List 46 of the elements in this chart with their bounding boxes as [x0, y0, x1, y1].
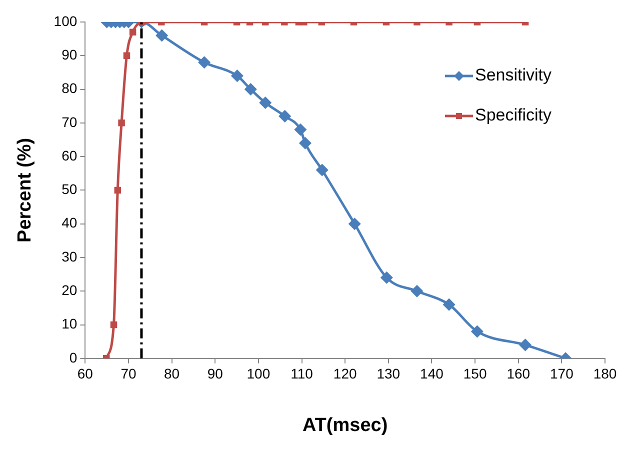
legend-label: Sensitivity	[475, 66, 552, 85]
x-tick-label: 180	[593, 366, 617, 382]
x-tick-label: 90	[207, 366, 224, 382]
x-tick-label: 170	[550, 366, 574, 382]
point	[114, 186, 122, 194]
point	[443, 298, 455, 310]
y-tick-label: 100	[54, 12, 78, 29]
point	[231, 70, 243, 82]
point	[118, 120, 125, 126]
x-tick-label: 160	[506, 366, 530, 382]
point	[279, 110, 291, 122]
y-tick-label: 10	[62, 316, 78, 332]
point	[520, 339, 532, 351]
x-axis-title: AT(msec)	[302, 414, 388, 436]
point	[110, 321, 118, 328]
point	[260, 96, 272, 108]
point	[380, 272, 392, 284]
y-tick-label: 90	[62, 46, 78, 62]
y-tick-label: 0	[69, 349, 78, 366]
point	[316, 164, 328, 176]
point	[471, 326, 483, 338]
y-tick-label: 30	[62, 248, 78, 264]
point	[294, 124, 306, 136]
y-tick-label: 50	[62, 181, 78, 198]
y-axis-title: Percent (%)	[14, 138, 36, 242]
y-tick-label: 70	[62, 114, 78, 130]
x-tick-label: 150	[463, 366, 487, 382]
x-tick-label: 110	[290, 366, 314, 382]
point	[198, 56, 210, 68]
point	[411, 285, 423, 297]
x-tick-label: 100	[246, 366, 270, 382]
legend-label: Specificity	[475, 106, 552, 125]
y-tick-label: 80	[62, 80, 78, 96]
x-tick-label: 70	[120, 366, 136, 382]
x-tick-label: 60	[77, 366, 94, 382]
x-tick-label: 140	[420, 366, 444, 382]
y-tick-label: 60	[62, 147, 78, 164]
x-tick-label: 80	[164, 366, 180, 382]
point	[299, 137, 311, 149]
point	[244, 84, 256, 96]
point	[123, 52, 130, 60]
y-tick-label: 20	[62, 282, 78, 298]
x-tick-label: 130	[376, 366, 400, 382]
x-tick-label: 120	[333, 366, 357, 382]
point	[348, 218, 360, 230]
y-tick-label: 40	[62, 214, 78, 231]
